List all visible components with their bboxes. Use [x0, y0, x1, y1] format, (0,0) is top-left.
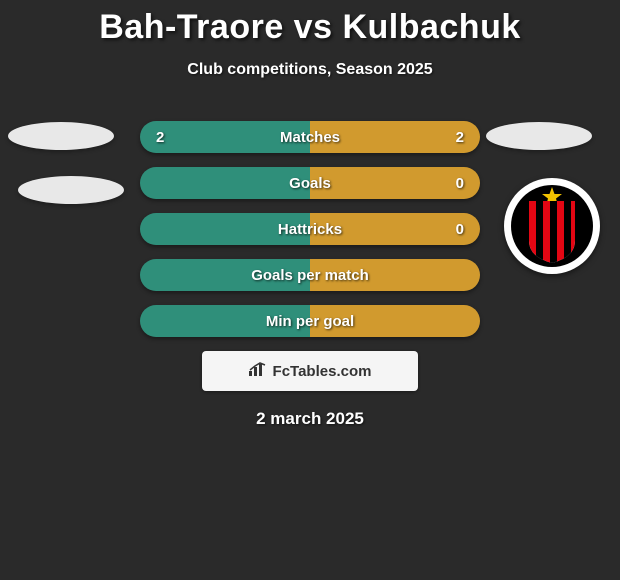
stat-value-right: 0: [456, 213, 464, 245]
stat-bar: Hattricks0: [140, 213, 480, 245]
stat-label: Goals per match: [140, 259, 480, 291]
stat-bar: Goals per match: [140, 259, 480, 291]
stat-label: Goals: [140, 167, 480, 199]
stat-value-right: 0: [456, 167, 464, 199]
stat-bar: Matches2 2: [140, 121, 480, 153]
stat-value-right: 2: [456, 121, 464, 153]
page-subtitle: Club competitions, Season 2025: [0, 61, 620, 79]
stat-label: Matches: [140, 121, 480, 153]
chart-icon: [249, 362, 267, 380]
stat-label: Min per goal: [140, 305, 480, 337]
stat-bar: Min per goal: [140, 305, 480, 337]
stat-label: Hattricks: [140, 213, 480, 245]
stat-row: Goals per match: [0, 259, 620, 291]
stat-row: Matches2 2: [0, 121, 620, 153]
stat-row: Min per goal: [0, 305, 620, 337]
stat-row: Hattricks0: [0, 213, 620, 245]
stat-value-left: 2: [156, 121, 164, 153]
page-title: Bah-Traore vs Kulbachuk: [0, 0, 620, 47]
fctables-watermark: FcTables.com: [202, 351, 418, 391]
stats-area: Matches22Goals0Hattricks0Goals per match…: [0, 121, 620, 337]
date-text: 2 march 2025: [0, 409, 620, 429]
fctables-label: FcTables.com: [273, 363, 372, 380]
stat-row: Goals0: [0, 167, 620, 199]
stat-bar: Goals0: [140, 167, 480, 199]
